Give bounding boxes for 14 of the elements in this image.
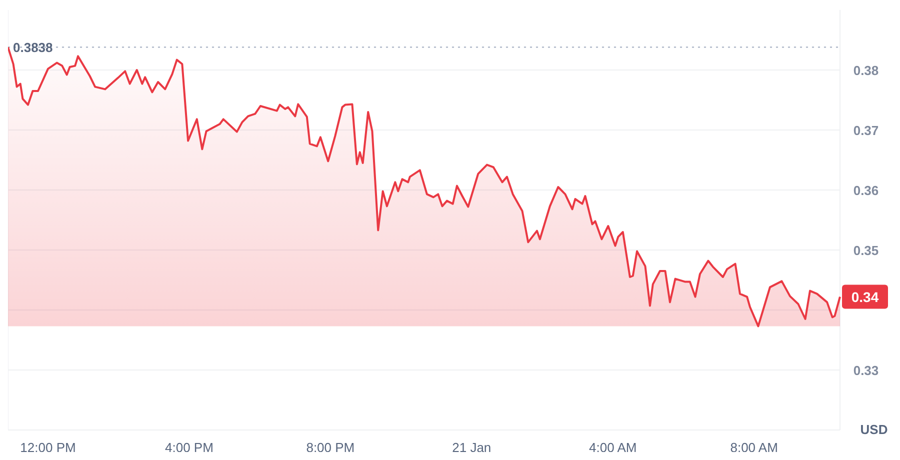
x-tick-label: 4:00 AM — [589, 440, 637, 455]
x-tick-label: 8:00 PM — [306, 440, 355, 455]
y-axis-title: USD — [860, 422, 888, 437]
annotation: 0.34 — [851, 288, 879, 305]
x-tick-label: 21 Jan — [452, 440, 492, 455]
y-tick-label: 0.38 — [853, 63, 879, 78]
y-tick-label: 0.36 — [853, 183, 879, 198]
y-tick-label: 0.33 — [853, 363, 879, 378]
x-tick-label: 12:00 PM — [20, 440, 76, 455]
y-tick-label: 0.37 — [853, 123, 879, 138]
x-tick-label: 4:00 PM — [165, 440, 214, 455]
ref-line-label: 0.3838 — [13, 40, 53, 56]
x-tick-label: 8:00 AM — [730, 440, 778, 455]
y-tick-label: 0.35 — [853, 243, 879, 258]
